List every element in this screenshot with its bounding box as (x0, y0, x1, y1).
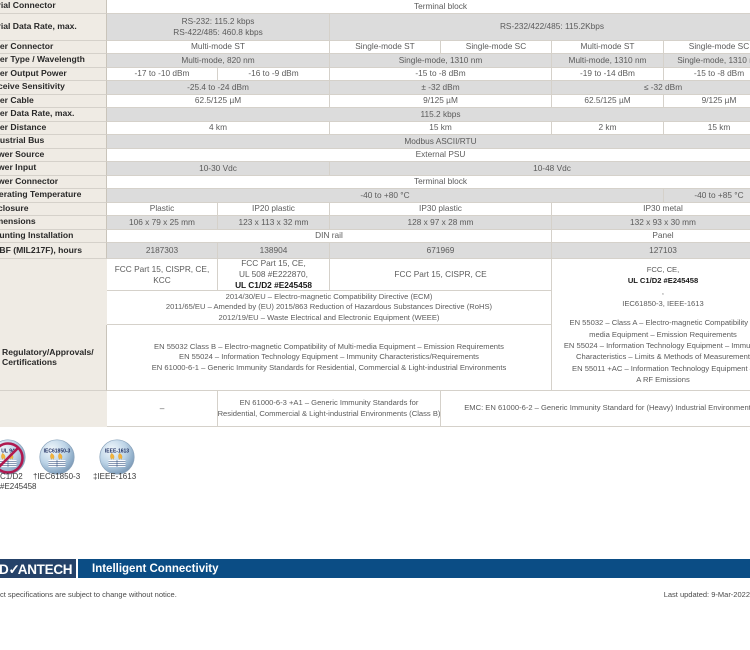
svg-text:IEEE-1613: IEEE-1613 (105, 449, 129, 455)
svg-text:IEC61850-3: IEC61850-3 (44, 449, 71, 455)
